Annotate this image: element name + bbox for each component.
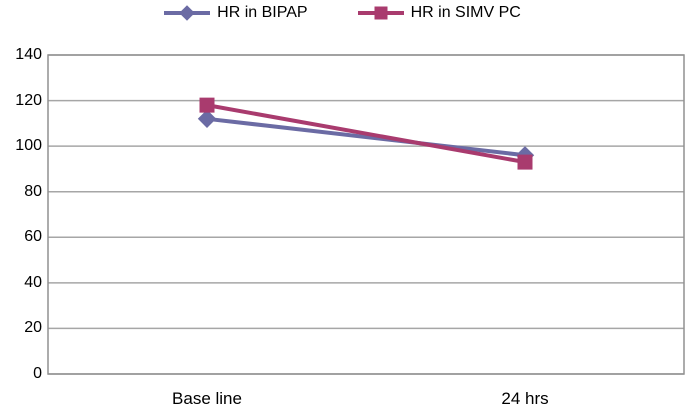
x-tick-label: Base line — [172, 389, 242, 408]
legend-item-hr-bipap: HR in BIPAP — [164, 4, 308, 22]
simv-line-square-marker-icon — [357, 5, 404, 21]
y-tick-label: 60 — [24, 228, 42, 246]
x-tick-label: 24 hrs — [501, 389, 549, 408]
legend-item-hr-simv-pc: HR in SIMV PC — [357, 4, 521, 22]
legend-label-simv: HR in SIMV PC — [410, 4, 521, 21]
square-marker-icon — [374, 6, 388, 20]
data-point-square — [517, 154, 533, 170]
bipap-line-diamond-marker-icon — [164, 5, 211, 21]
y-tick-label: 40 — [24, 273, 42, 291]
y-tick-label: 20 — [24, 319, 42, 337]
plot-border — [47, 54, 685, 375]
y-tick-label: 80 — [24, 182, 42, 200]
y-tick-label: 120 — [15, 91, 42, 109]
data-point-square — [199, 97, 215, 113]
legend-label-bipap: HR in BIPAP — [217, 4, 308, 21]
series-line-simv — [206, 103, 526, 165]
data-point-diamond — [197, 109, 217, 128]
y-tick-label: 100 — [15, 137, 42, 155]
series-line-bipap — [206, 116, 526, 158]
y-tick-label: 140 — [15, 46, 42, 63]
y-tick-label: 0 — [33, 365, 42, 382]
chart-legend: HR in BIPAP HR in SIMV PC — [0, 0, 685, 26]
